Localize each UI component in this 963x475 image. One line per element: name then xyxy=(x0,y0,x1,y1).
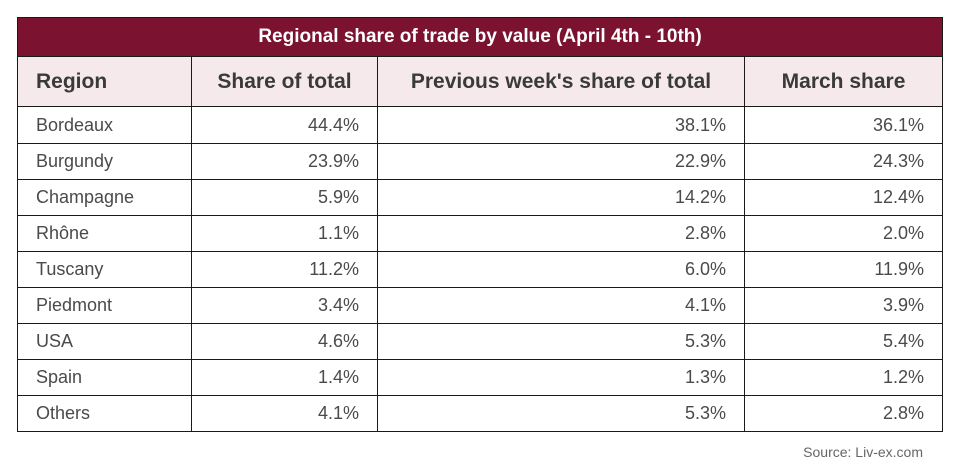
region-cell: Tuscany xyxy=(17,251,192,288)
column-header-previous-week: Previous week's share of total xyxy=(377,56,745,107)
table-container: Regional share of trade by value (April … xyxy=(16,17,944,432)
region-cell: Spain xyxy=(17,359,192,396)
table-row: Champagne 5.9% 14.2% 12.4% xyxy=(17,179,944,216)
share-cell: 3.4% xyxy=(191,287,378,324)
previous-week-cell: 4.1% xyxy=(377,287,745,324)
column-header-share: Share of total xyxy=(191,56,378,107)
previous-week-cell: 2.8% xyxy=(377,215,745,252)
previous-week-cell: 38.1% xyxy=(377,106,745,144)
table-row: Others 4.1% 5.3% 2.8% xyxy=(17,395,944,432)
previous-week-cell: 1.3% xyxy=(377,359,745,396)
column-header-region: Region xyxy=(17,56,192,107)
share-cell: 1.1% xyxy=(191,215,378,252)
column-header-march: March share xyxy=(743,56,944,107)
share-cell: 4.1% xyxy=(191,395,378,432)
previous-week-cell: 5.3% xyxy=(377,395,745,432)
table-row: Burgundy 23.9% 22.9% 24.3% xyxy=(17,143,944,180)
column-header-row: Region Share of total Previous week's sh… xyxy=(17,56,944,107)
table-title: Regional share of trade by value (April … xyxy=(16,17,944,57)
share-cell: 1.4% xyxy=(191,359,378,396)
region-cell: Others xyxy=(17,395,192,432)
region-cell: Rhône xyxy=(17,215,192,252)
region-cell: Piedmont xyxy=(17,287,192,324)
march-cell: 1.2% xyxy=(743,359,944,396)
march-cell: 5.4% xyxy=(743,323,944,360)
march-cell: 3.9% xyxy=(743,287,944,324)
table-row: Spain 1.4% 1.3% 1.2% xyxy=(17,359,944,396)
previous-week-cell: 14.2% xyxy=(377,179,745,216)
share-cell: 11.2% xyxy=(191,251,378,288)
march-cell: 12.4% xyxy=(743,179,944,216)
region-cell: USA xyxy=(17,323,192,360)
share-cell: 4.6% xyxy=(191,323,378,360)
march-cell: 36.1% xyxy=(743,106,944,144)
table-row: Bordeaux 44.4% 38.1% 36.1% xyxy=(17,106,944,144)
regional-share-table: Regional share of trade by value (April … xyxy=(16,17,944,432)
previous-week-cell: 5.3% xyxy=(377,323,745,360)
region-cell: Burgundy xyxy=(17,143,192,180)
march-cell: 11.9% xyxy=(743,251,944,288)
previous-week-cell: 22.9% xyxy=(377,143,745,180)
region-cell: Bordeaux xyxy=(17,106,192,144)
share-cell: 5.9% xyxy=(191,179,378,216)
share-cell: 44.4% xyxy=(191,106,378,144)
table-row: Tuscany 11.2% 6.0% 11.9% xyxy=(17,251,944,288)
source-caption: Source: Liv-ex.com xyxy=(803,444,923,460)
share-cell: 23.9% xyxy=(191,143,378,180)
table-row: Rhône 1.1% 2.8% 2.0% xyxy=(17,215,944,252)
previous-week-cell: 6.0% xyxy=(377,251,745,288)
march-cell: 2.0% xyxy=(743,215,944,252)
table-row: USA 4.6% 5.3% 5.4% xyxy=(17,323,944,360)
march-cell: 24.3% xyxy=(743,143,944,180)
table-row: Piedmont 3.4% 4.1% 3.9% xyxy=(17,287,944,324)
march-cell: 2.8% xyxy=(743,395,944,432)
table-title-row: Regional share of trade by value (April … xyxy=(16,17,944,57)
region-cell: Champagne xyxy=(17,179,192,216)
